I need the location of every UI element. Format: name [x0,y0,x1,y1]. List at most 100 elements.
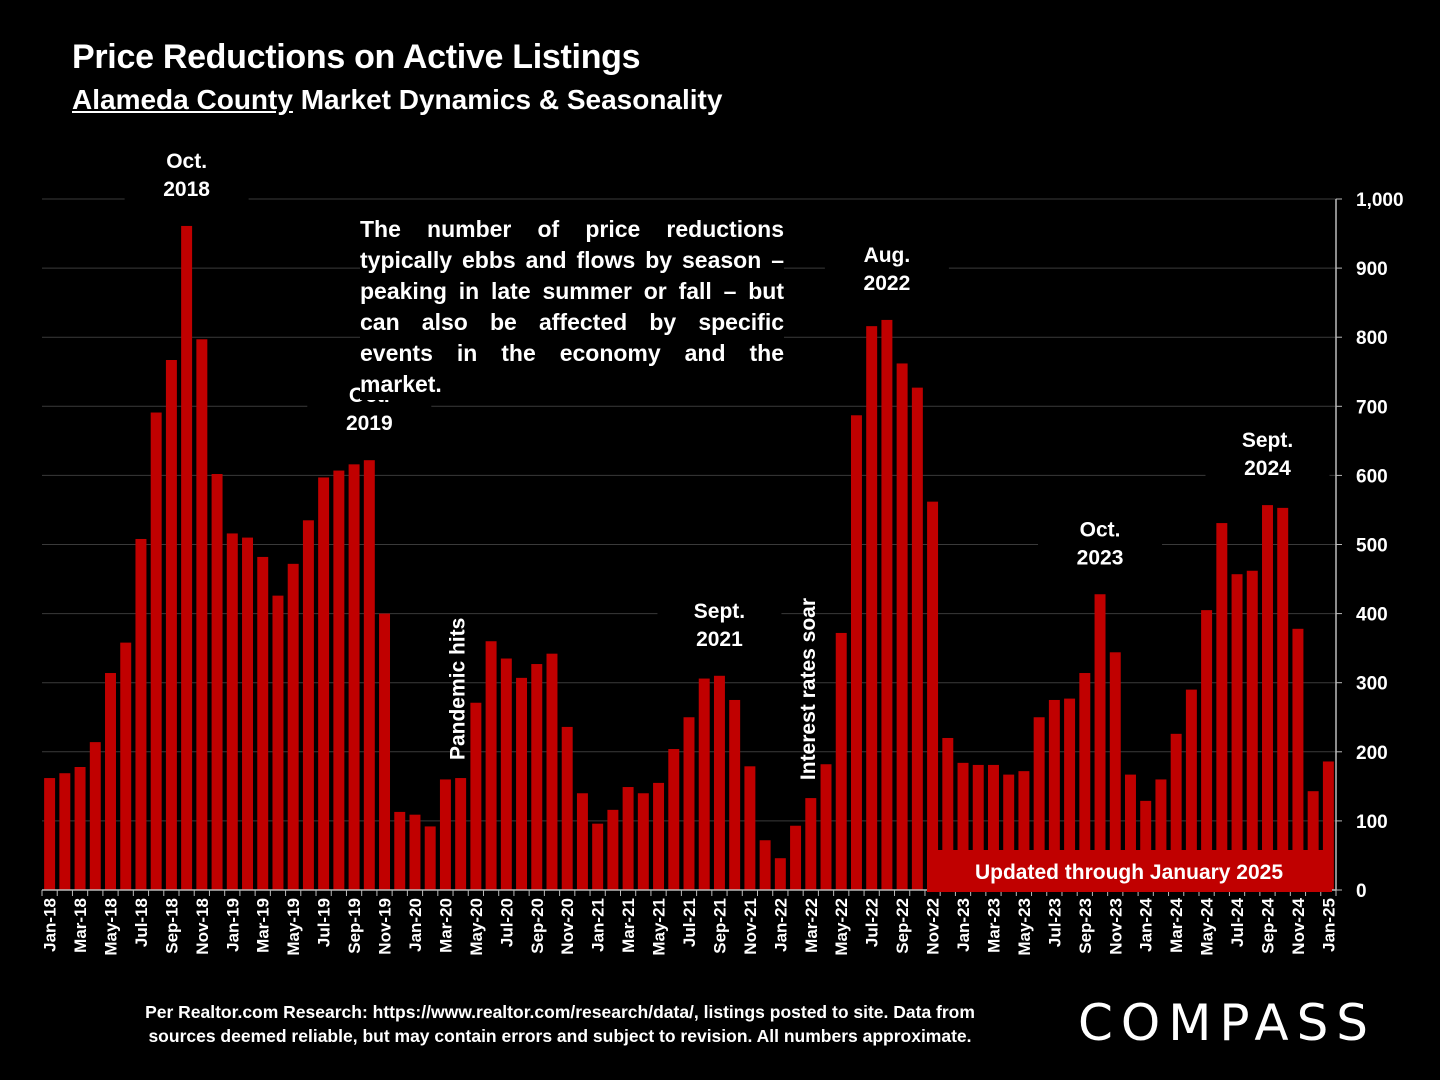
bar-Jun-19 [302,520,314,890]
bar-Mar-19 [257,556,269,890]
x-tick-label: May-22 [832,898,851,956]
peak-label-bg [657,591,782,656]
y-tick-label: 600 [1356,466,1388,487]
bar-Aug-21 [698,678,710,890]
bar-Sep-22 [896,363,908,890]
bar-Sep-24 [1262,505,1273,890]
peak-label-text: 2021 [696,628,743,651]
y-tick-label: 700 [1356,397,1388,418]
bar-Sep-18 [165,360,177,890]
bar-Feb-19 [242,537,253,890]
x-tick-label: Jan-19 [223,898,242,952]
x-tick-label: Sep-22 [893,898,912,954]
x-tick-label: May-23 [1015,898,1034,956]
x-tick-label: Nov-20 [558,898,577,955]
bar-Aug-24 [1246,570,1258,890]
bar-Jul-21 [683,717,695,890]
x-tick-label: Mar-20 [436,898,455,953]
x-tick-label: Mar-22 [802,898,821,953]
y-tick-label: 200 [1356,743,1388,764]
x-tick-label: Jul-20 [497,898,516,947]
peak-label-bg [124,141,249,206]
x-tick-label: May-21 [650,898,669,956]
bar-Nov-21 [744,766,756,890]
bar-Feb-22 [790,825,802,890]
bar-Jan-18 [44,778,56,890]
x-tick-label: Mar-24 [1167,897,1186,952]
peak-label: Oct. 2018 [124,141,249,206]
bar-Nov-23 [1109,652,1121,890]
peak-label-bg [824,235,949,300]
bar-Jun-21 [668,749,680,890]
bar-Jul-23 [1048,699,1060,890]
x-tick-label: Nov-18 [193,898,212,955]
bar-Apr-24 [1185,689,1197,890]
x-tick-label: May-18 [102,898,121,956]
bar-Feb-18 [59,773,71,890]
x-tick-label: Jul-22 [863,898,882,947]
bar-May-20 [470,702,482,890]
peak-label-text: Aug. [864,244,911,267]
chart-subtitle: Alameda County Market Dynamics & Seasona… [72,84,722,116]
bar-Aug-20 [516,677,528,890]
bar-Aug-23 [1064,698,1076,890]
bar-May-21 [653,782,665,890]
x-tick-label: Sep-24 [1258,897,1277,953]
bar-Sep-19 [348,464,360,890]
y-tick-label: 800 [1356,328,1388,349]
bar-Jun-22 [850,415,862,890]
bar-Dec-19 [394,811,406,890]
x-tick-label: Jan-23 [954,898,973,952]
bar-Oct-20 [546,653,558,890]
bar-Sep-21 [713,675,725,890]
x-tick-label: Sep-23 [1076,898,1095,954]
bar-Apr-22 [820,764,832,890]
y-tick-label: 900 [1356,259,1388,280]
bar-Dec-21 [759,840,771,890]
y-tick-label: 300 [1356,674,1388,695]
x-tick-label: Sep-21 [710,898,729,954]
banner-box [927,850,1332,892]
bar-Oct-18 [181,225,193,891]
peak-label-bg [1205,421,1330,486]
peak-label: Aug. 2022 [824,235,949,300]
event-note: Interest rates soar [797,598,820,780]
event-note: Pandemic hits [447,618,470,760]
x-tick-label: May-24 [1198,897,1217,955]
x-tick-label: Sep-18 [162,898,181,954]
bar-Dec-18 [211,474,223,890]
peak-label-text: Oct. [1080,518,1121,541]
footnote-line-2: sources deemed reliable, but may contain… [148,1026,972,1046]
bar-May-23 [1018,771,1030,890]
bar-Jul-24 [1231,574,1243,890]
y-tick-label: 500 [1356,536,1388,557]
x-tick-label: Jul-18 [132,898,151,947]
x-tick-label: Mar-19 [254,898,273,953]
bar-May-19 [287,563,299,890]
x-tick-label: Jul-21 [680,898,699,947]
x-tick-label: Jan-22 [771,898,790,952]
chart-title: Price Reductions on Active Listings [72,38,641,76]
x-tick-label: Sep-20 [528,898,547,954]
bar-Apr-19 [272,595,284,890]
bar-Apr-23 [1003,774,1015,890]
bar-Jan-23 [957,762,969,890]
bar-Dec-20 [576,793,588,890]
bar-Mar-20 [439,779,451,890]
peak-label: Sept. 2024 [1205,421,1330,486]
annotations: Oct.2018Oct.2019Sept.2021Aug.2022Oct.202… [124,141,1330,780]
bar-May-18 [105,673,116,890]
x-tick-label: Jan-21 [589,898,608,952]
bar-Apr-18 [89,742,101,890]
bar-Mar-18 [74,767,86,890]
bar-Sep-20 [531,664,543,890]
bar-Oct-21 [729,699,741,890]
x-tick-label: Nov-22 [924,898,943,955]
y-tick-label: 100 [1356,812,1388,833]
bar-Apr-21 [637,793,649,890]
x-tick-label: Nov-23 [1106,898,1125,955]
x-tick-label: Jul-23 [1045,898,1064,947]
bar-Mar-21 [622,787,634,890]
y-tick-label: 0 [1356,881,1367,902]
